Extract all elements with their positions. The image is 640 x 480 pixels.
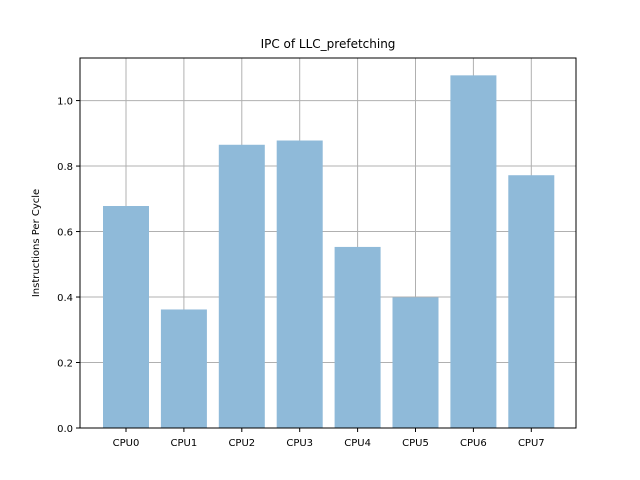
x-tick-label: CPU1 — [171, 438, 198, 449]
y-tick-label: 0.8 — [57, 162, 73, 173]
chart-title: IPC of LLC_prefetching — [261, 37, 396, 51]
bar-cpu1 — [160, 309, 207, 428]
y-tick-label: 1.0 — [57, 97, 73, 108]
bar-cpu4 — [334, 246, 381, 428]
y-axis-label: Instructions Per Cycle — [31, 189, 42, 297]
y-tick-label: 0.4 — [57, 293, 73, 304]
y-tick-label: 0.2 — [57, 359, 73, 370]
x-tick-label: CPU7 — [518, 438, 545, 449]
bar-cpu0 — [103, 206, 149, 428]
plot-frame — [79, 57, 577, 429]
x-tick-label: CPU5 — [402, 438, 429, 449]
bar-cpu2 — [218, 144, 265, 429]
x-tick-label: CPU0 — [113, 438, 140, 449]
bars — [103, 75, 555, 429]
bar-cpu5 — [392, 297, 439, 428]
x-tick-label: CPU3 — [286, 438, 313, 449]
x-axis: CPU0 CPU1 CPU2 CPU3 CPU4 CPU5 CPU6 CPU7 — [113, 428, 545, 449]
bar-cpu6 — [450, 75, 497, 429]
bar-cpu3 — [276, 140, 323, 428]
x-tick-label: CPU2 — [228, 438, 255, 449]
y-tick-label: 0.6 — [57, 228, 73, 239]
grid — [80, 58, 576, 429]
y-tick-label: 0.0 — [57, 424, 73, 435]
x-tick-label: CPU4 — [344, 438, 371, 449]
x-tick-label: CPU6 — [460, 438, 487, 449]
y-axis: 0.0 0.2 0.4 0.6 0.8 1.0 — [57, 97, 80, 435]
bar-cpu7 — [508, 175, 555, 428]
